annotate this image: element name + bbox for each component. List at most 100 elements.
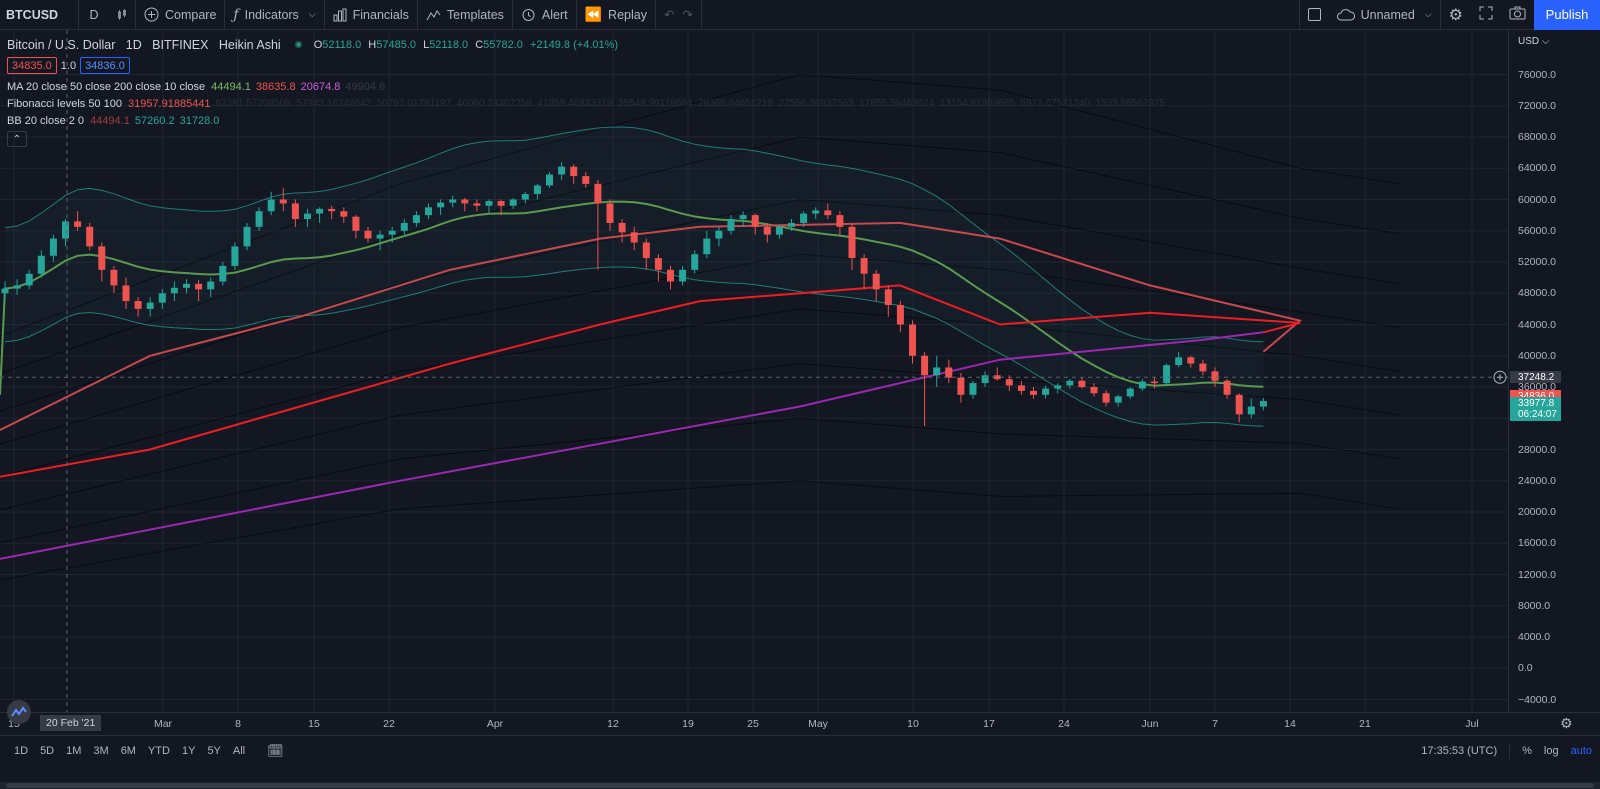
layout-name-button[interactable]: Unnamed ⌵ — [1329, 0, 1440, 30]
candle-body — [134, 301, 142, 309]
fibonacci-level-line — [0, 136, 1401, 375]
divider — [78, 0, 79, 30]
indicators-button[interactable]: ƒ Indicators ⌵ — [225, 0, 323, 30]
financials-label: Financials — [352, 7, 409, 22]
candle-body — [328, 208, 336, 212]
horizontal-scrollbar[interactable] — [0, 782, 1600, 789]
candle-body — [993, 375, 1001, 380]
range-button-1y[interactable]: 1Y — [181, 744, 196, 757]
bar-countdown: 06:24:07 — [1518, 408, 1557, 420]
interval-button[interactable]: D — [79, 0, 109, 30]
chevron-up-icon: ⌃ — [12, 133, 22, 145]
candle-body — [1, 288, 9, 294]
clock-label[interactable]: 17:35:53 (UTC) — [1421, 744, 1498, 757]
candle-body — [231, 246, 239, 266]
candle-body — [243, 226, 251, 247]
layout-toggle-button[interactable] — [1300, 0, 1329, 30]
redo-button[interactable]: ↷ — [682, 0, 700, 30]
undo-icon: ↶ — [663, 8, 675, 22]
candle-body — [533, 185, 541, 195]
candle-body — [158, 293, 166, 303]
candle-body — [37, 255, 45, 274]
candle-body — [763, 226, 771, 235]
bb-legend[interactable]: BB 20 close 2 0 44494.1 57260.2 31728.0 — [7, 112, 1165, 129]
candle-body — [1211, 371, 1219, 381]
candle-body — [654, 258, 662, 270]
range-button-1d[interactable]: 1D — [14, 744, 29, 757]
replay-button[interactable]: ⏪ Replay — [577, 0, 655, 30]
fullscreen-button[interactable] — [1471, 0, 1501, 30]
ma50-value: 38635.8 — [255, 80, 296, 93]
divider — [575, 0, 577, 30]
publish-button[interactable]: Publish — [1534, 0, 1600, 30]
candle-body — [170, 287, 178, 294]
goto-date-icon[interactable]: 🗓 — [267, 742, 284, 758]
templates-button[interactable]: Templates — [418, 0, 512, 30]
range-button-3m[interactable]: 3M — [93, 744, 109, 757]
last-price-value: 33977.8 — [1518, 397, 1555, 409]
candle-body — [546, 174, 553, 186]
price-axis-label: 4000.0 — [1518, 631, 1551, 643]
price-axis-label: 44000.0 — [1518, 318, 1556, 331]
candle-body — [437, 202, 445, 208]
layout-name-label: Unnamed — [1360, 7, 1415, 22]
alert-button[interactable]: Alert — [513, 0, 576, 30]
price-axis-label: 12000.0 — [1518, 568, 1556, 581]
price-axis-label: 8000.0 — [1518, 599, 1551, 612]
log-toggle[interactable]: log — [1543, 744, 1559, 757]
axis-settings-icon[interactable]: ⚙ — [1560, 715, 1573, 731]
price-axis[interactable]: USD ⌵ 76000.0 72000.0 68000.0 64000.0 60000.… — [1508, 30, 1600, 712]
ma20-line — [0, 200, 1264, 395]
divider — [1439, 0, 1441, 30]
bollinger-fill — [5, 127, 1264, 427]
indicators-label: Indicators — [244, 7, 299, 22]
ma-legend[interactable]: MA 20 close 50 close 200 close 10 close … — [7, 78, 1165, 95]
range-button-ytd[interactable]: YTD — [147, 744, 170, 757]
range-button-5d[interactable]: 5D — [40, 744, 55, 757]
auto-scale-toggle[interactable]: auto — [1570, 744, 1592, 757]
main-series-legend[interactable]: Bitcoin / U.S. Dollar 1D BITFINEX Heikin… — [7, 36, 1165, 53]
divider — [700, 0, 702, 30]
undo-button[interactable]: ↶ — [656, 0, 682, 30]
candle-body — [872, 273, 880, 290]
snapshot-button[interactable] — [1501, 0, 1534, 30]
range-button-all[interactable]: All — [232, 744, 246, 757]
financials-button[interactable]: Financials — [325, 0, 417, 30]
candle-body — [788, 222, 795, 227]
fib-legend[interactable]: Fibonacci levels 50 100 31957.91885441 6… — [7, 95, 1165, 112]
candle-body — [969, 383, 977, 395]
candle-body — [291, 203, 299, 220]
sell-price-button[interactable]: 34835.0 — [7, 57, 57, 74]
candle-body — [715, 230, 723, 239]
scrollbar-thumb[interactable] — [6, 783, 1594, 788]
buy-price-button[interactable]: 34836.0 — [80, 57, 130, 74]
percent-toggle[interactable]: % — [1522, 744, 1532, 757]
chevron-down-icon[interactable]: ⌵ — [308, 9, 316, 19]
bb-lower-value: 31728.0 — [179, 114, 220, 127]
price-axis-label: 28000.0 — [1518, 443, 1556, 456]
time-axis[interactable]: 20 Feb '21 ⚙ 15 Mar 8 15 22 Apr 12 19 25 May 10 17 2… — [0, 712, 1600, 734]
range-button-5y[interactable]: 5Y — [207, 744, 221, 757]
candle-body — [340, 211, 348, 217]
divider — [1298, 0, 1300, 30]
candles-icon — [118, 8, 126, 20]
price-axis-label: 48000.0 — [1518, 287, 1556, 300]
tradingview-logo-icon[interactable] — [7, 700, 31, 724]
price-axis-label: 56000.0 — [1518, 224, 1556, 237]
market-status-icon[interactable] — [294, 41, 302, 48]
candle-body — [1078, 380, 1086, 387]
collapse-legend-button[interactable]: ⌃ — [7, 131, 27, 147]
price-chart[interactable] — [0, 30, 1508, 712]
candle-body — [425, 207, 432, 216]
candle-body — [1090, 387, 1098, 394]
settings-button[interactable]: ⚙ — [1441, 0, 1471, 30]
range-button-1m[interactable]: 1M — [66, 744, 82, 757]
chart-type-button[interactable] — [109, 0, 135, 30]
time-axis-label: 19 — [682, 718, 694, 730]
compare-button[interactable]: Compare — [136, 0, 224, 30]
range-button-6m[interactable]: 6M — [120, 744, 136, 757]
symbol-search[interactable]: BTCUSD — [0, 0, 78, 30]
currency-selector[interactable]: USD ⌵ — [1518, 36, 1550, 47]
candle-body — [594, 183, 602, 204]
redo-icon: ↷ — [682, 8, 693, 22]
